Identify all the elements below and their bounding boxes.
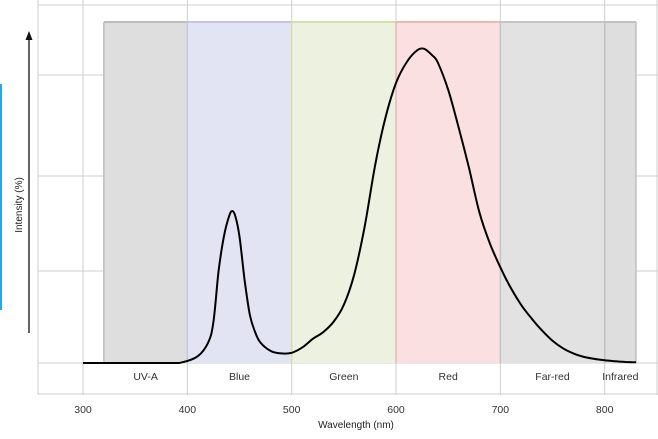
band-green: [291, 22, 397, 363]
spectrum-curve: [82, 47, 637, 365]
band-label: Blue: [229, 371, 250, 383]
x-tick-labels: 300 400 500 600 700 800: [74, 404, 613, 416]
x-tick-label: 600: [387, 404, 405, 416]
spectrum-curve-layer: [82, 47, 637, 365]
y-axis-title: Intensity (%): [14, 177, 25, 233]
band-label: Far-red: [535, 371, 570, 383]
x-tick-label: 800: [596, 404, 614, 416]
y-axis-arrow-icon: [25, 31, 33, 40]
band-blue: [187, 22, 292, 363]
band-label: UV-A: [133, 371, 158, 383]
y-axis: Intensity (%): [14, 31, 33, 333]
band-label: Infrared: [602, 371, 638, 383]
band-infrared: [604, 22, 636, 363]
band-red: [396, 22, 501, 363]
x-tick-label: 700: [492, 404, 510, 416]
band-uv-a: [103, 22, 188, 363]
x-tick-label: 400: [179, 404, 197, 416]
band-far-red: [500, 22, 605, 363]
band-label: Red: [439, 371, 458, 383]
x-tick-label: 300: [74, 404, 92, 416]
accent-bar: [0, 84, 2, 310]
band-labels: UV-A Blue Green Red Far-red Infrared: [133, 371, 638, 383]
x-axis-title: Wavelength (nm): [318, 420, 394, 431]
band-label: Green: [329, 371, 358, 383]
x-tick-label: 500: [283, 404, 301, 416]
